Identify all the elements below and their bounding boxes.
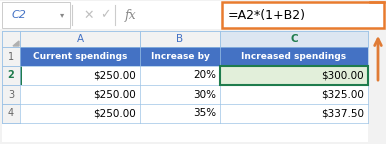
Text: 3: 3 [8,90,14,100]
Bar [220,66,368,85]
Bar [2,31,368,142]
Text: 30%: 30% [193,90,216,100]
Bar [220,104,368,123]
Text: 20%: 20% [193,71,216,80]
Text: fx: fx [125,8,137,21]
Bar [20,66,22,85]
Text: Current spendings: Current spendings [33,52,127,61]
Bar [220,31,368,47]
Bar [220,47,368,66]
Text: Increased spendings: Increased spendings [241,52,347,61]
Bar [140,47,220,66]
Bar [20,31,140,47]
Text: C: C [290,34,298,44]
Bar [2,31,20,47]
Bar [2,66,20,85]
Bar [20,85,140,104]
Bar [2,85,20,104]
Text: $250.00: $250.00 [93,90,136,100]
Text: $337.50: $337.50 [321,108,364,119]
Text: ✓: ✓ [100,8,110,21]
Text: 35%: 35% [193,108,216,119]
Bar [2,47,20,66]
Bar [140,85,220,104]
Bar [220,85,368,104]
Bar [20,47,140,66]
Bar [222,2,384,28]
Text: C2: C2 [12,10,27,20]
Text: $325.00: $325.00 [321,90,364,100]
Bar [140,66,220,85]
Bar [140,104,220,123]
Text: 1: 1 [8,52,14,61]
Bar [20,66,140,85]
Text: $250.00: $250.00 [93,108,136,119]
Text: 2: 2 [8,71,14,80]
Text: ✕: ✕ [84,8,94,21]
Text: B: B [176,34,184,44]
Bar [0,1,386,29]
Bar [140,31,220,47]
Text: Increase by: Increase by [151,52,210,61]
Text: $300.00: $300.00 [322,71,364,80]
Text: A: A [76,34,83,44]
Bar [2,104,20,123]
Bar [2,2,70,28]
Text: 4: 4 [8,108,14,119]
Text: ▾: ▾ [60,11,64,19]
Bar [20,104,140,123]
Text: =A2*(1+B2): =A2*(1+B2) [228,8,306,21]
Polygon shape [13,41,19,46]
Bar [220,66,368,85]
Text: $250.00: $250.00 [93,71,136,80]
